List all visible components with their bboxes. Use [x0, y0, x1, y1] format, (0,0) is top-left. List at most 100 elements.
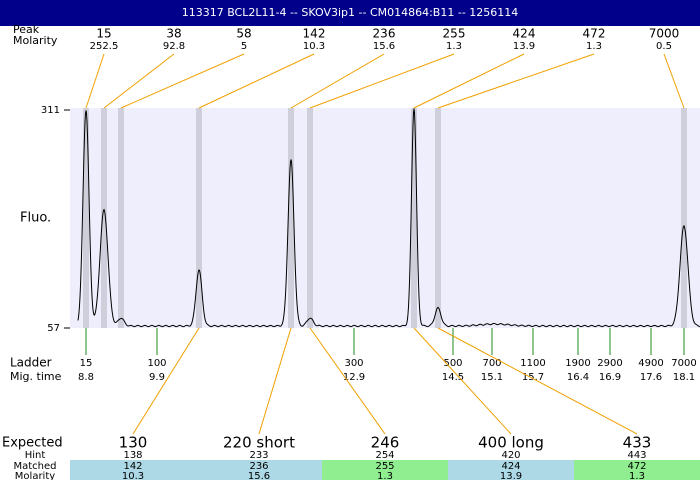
peak-molarity: 1.3: [446, 41, 462, 52]
peak-molarity: 252.5: [90, 41, 119, 52]
peak-connector: [198, 53, 315, 109]
matched-cell: [448, 460, 574, 480]
ladder-size: 15: [80, 358, 93, 369]
hint: 233: [249, 450, 268, 461]
peak-connector: [290, 53, 385, 109]
axis-label: Fluo.: [20, 211, 51, 226]
ladder-size: 7000: [671, 358, 696, 369]
peak-size: 142: [303, 27, 326, 41]
peak-connector: [85, 53, 105, 109]
matched-cell: [322, 460, 448, 480]
ladder-size: 1900: [565, 358, 590, 369]
peak-connector: [103, 53, 175, 109]
hint: 420: [501, 450, 520, 461]
peak-connector: [663, 53, 685, 109]
peak-band: [307, 108, 313, 328]
ladder-size: 700: [482, 358, 501, 369]
peak-molarity: 13.9: [513, 41, 535, 52]
molarity: 1.3: [377, 471, 393, 480]
matched: 142: [123, 461, 142, 472]
peak-molarity: 5: [241, 41, 247, 52]
hint: 254: [375, 450, 394, 461]
ladder-size: 1100: [520, 358, 545, 369]
mig-time: 17.6: [640, 372, 662, 383]
peak-connector: [309, 53, 455, 109]
peak-size: 424: [513, 27, 536, 41]
header-title: 113317 BCL2L11-4 -- SKOV3ip1 -- CM014864…: [182, 6, 519, 19]
mig-time: 16.4: [567, 372, 589, 383]
peak-size: 15: [96, 27, 111, 41]
expected: 400 long: [478, 434, 544, 452]
peak-size: 38: [166, 27, 181, 41]
row-label: Molarity: [13, 34, 58, 47]
peak-band: [196, 108, 202, 328]
mig-time: 16.9: [599, 372, 621, 383]
y-tick-label: 311: [41, 105, 60, 116]
row-label: Molarity: [15, 471, 55, 480]
row-label: Ladder: [10, 356, 52, 370]
peak-band: [681, 108, 687, 328]
peak-band: [83, 108, 89, 328]
peak-connector: [120, 53, 245, 109]
expected: 433: [623, 434, 652, 452]
plot-area: [70, 108, 700, 328]
row-label: Matched: [13, 461, 56, 472]
mig-time: 14.5: [442, 372, 464, 383]
peak-size: 236: [373, 27, 396, 41]
row-label: Expected: [2, 436, 63, 451]
molarity: 10.3: [122, 471, 144, 480]
peak-band: [288, 108, 294, 328]
matched: 424: [501, 461, 520, 472]
mig-time: 9.9: [149, 372, 165, 383]
ladder-size: 500: [443, 358, 462, 369]
peak-molarity: 92.8: [163, 41, 185, 52]
peak-molarity: 1.3: [586, 41, 602, 52]
matched-cell: [574, 460, 700, 480]
peak-connector: [437, 53, 595, 109]
peak-molarity: 0.5: [656, 41, 672, 52]
molarity: 15.6: [248, 471, 270, 480]
peak-size: 58: [236, 27, 251, 41]
peak-band: [118, 108, 124, 328]
molarity: 1.3: [629, 471, 645, 480]
row-label: Peak: [13, 23, 40, 36]
match-connector: [132, 327, 200, 435]
mig-time: 15.7: [522, 372, 544, 383]
expected: 130: [119, 434, 148, 452]
peak-size: 7000: [649, 27, 680, 41]
expected: 246: [371, 434, 400, 452]
mig-time: 12.9: [343, 372, 365, 383]
matched: 236: [249, 461, 268, 472]
ladder-size: 300: [344, 358, 363, 369]
ladder-size: 2900: [597, 358, 622, 369]
expected: 220 short: [223, 434, 295, 452]
header-bar: [0, 0, 700, 26]
match-connector: [309, 327, 386, 435]
row-label: Hint: [25, 450, 46, 461]
matched: 472: [627, 461, 646, 472]
peak-band: [101, 108, 107, 328]
matched-cell: [196, 460, 322, 480]
molarity: 13.9: [500, 471, 522, 480]
peak-connector: [413, 53, 525, 109]
ladder-size: 100: [147, 358, 166, 369]
peak-molarity: 10.3: [303, 41, 325, 52]
matched: 255: [375, 461, 394, 472]
mig-time: 18.1: [673, 372, 695, 383]
mig-time: 8.8: [78, 372, 94, 383]
hint: 443: [627, 450, 646, 461]
ladder-size: 4900: [638, 358, 663, 369]
mig-time: 15.1: [481, 372, 503, 383]
match-connector: [258, 327, 292, 435]
peak-band: [435, 108, 441, 328]
peak-molarity: 15.6: [373, 41, 395, 52]
peak-size: 472: [583, 27, 606, 41]
trace: [77, 108, 700, 328]
hint: 138: [123, 450, 142, 461]
y-tick-label: 57: [47, 323, 60, 334]
peak-band: [411, 108, 417, 328]
row-label: Mig. time: [10, 370, 62, 383]
match-connector: [413, 327, 512, 435]
match-connector: [437, 327, 638, 435]
peak-size: 255: [443, 27, 466, 41]
